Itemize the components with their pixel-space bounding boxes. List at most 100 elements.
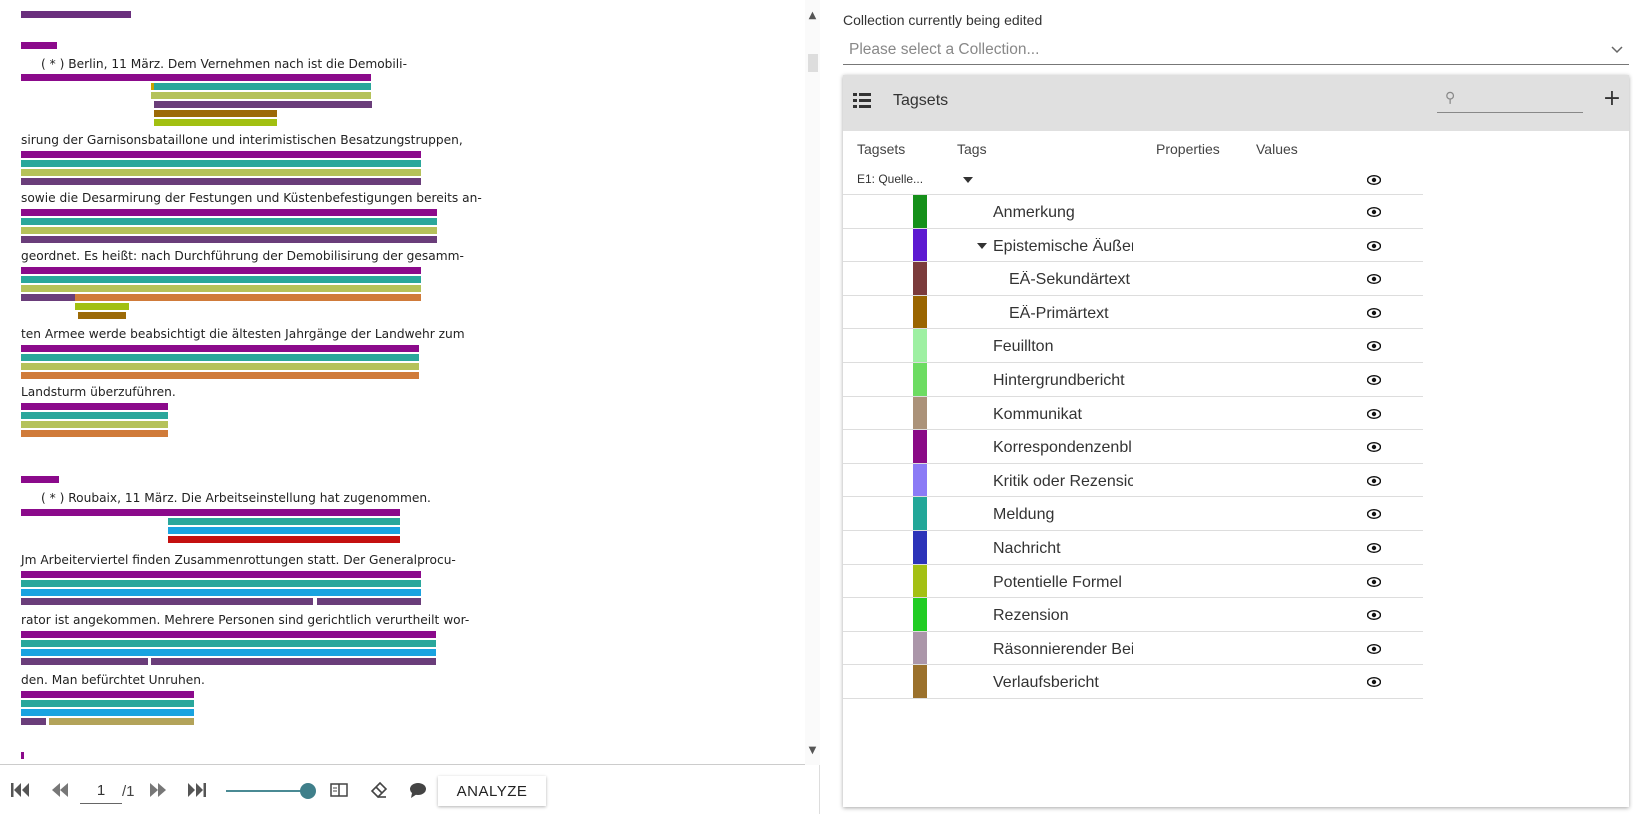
analyze-button[interactable]: ANALYZE	[438, 776, 546, 806]
annotation-bar[interactable]	[317, 598, 421, 605]
tag-color-swatch[interactable]	[913, 295, 927, 329]
annotation-bar[interactable]	[168, 518, 400, 525]
annotation-bar[interactable]	[21, 700, 194, 707]
annotation-bar[interactable]	[21, 718, 46, 725]
annotation-bar[interactable]	[154, 119, 277, 126]
annotation-bar[interactable]	[21, 709, 194, 716]
tag-color-swatch[interactable]	[913, 430, 927, 463]
annotation-bar[interactable]	[154, 101, 372, 108]
annotation-bar[interactable]	[78, 312, 126, 319]
tag-row[interactable]: Hintergrundbericht	[843, 363, 1423, 397]
eye-icon[interactable]	[1367, 643, 1381, 654]
document-text-line[interactable]: rator ist angekommen. Mehrere Personen s…	[21, 613, 470, 627]
annotation-bar[interactable]	[151, 83, 371, 90]
tag-row[interactable]: EÄ-Primärtext	[843, 295, 1423, 330]
annotation-bar[interactable]	[21, 42, 57, 49]
document-text-line[interactable]: den. Man befürchtet Unruhen.	[21, 673, 205, 687]
first-page-icon[interactable]	[10, 782, 30, 798]
add-tagset-button[interactable]: +	[1602, 86, 1622, 111]
annotation-bar[interactable]	[21, 151, 421, 158]
tag-color-swatch[interactable]	[913, 463, 927, 497]
tag-row[interactable]: Anmerkung	[843, 195, 1423, 229]
column-header-tagsets[interactable]: Tagsets	[857, 141, 906, 157]
annotation-bar[interactable]	[21, 631, 436, 638]
document-text-line[interactable]: ( * ) Berlin, 11 März. Dem Vernehmen nac…	[41, 57, 407, 71]
document-text-line[interactable]: ten Armee werde beabsichtigt die älteste…	[21, 327, 465, 341]
document-text-line[interactable]: sirung der Garnisonsbataillone und inter…	[21, 133, 463, 147]
comment-icon[interactable]	[409, 781, 427, 799]
eye-icon[interactable]	[1367, 543, 1381, 553]
tag-row[interactable]: Rezension	[843, 598, 1423, 632]
collection-select[interactable]: Please select a Collection...	[843, 38, 1629, 65]
tag-row[interactable]: Kommunikat	[843, 396, 1423, 431]
document-text-line[interactable]: ( * ) Roubaix, 11 März. Die Arbeitseinst…	[41, 491, 431, 505]
document-text-line[interactable]: sowie die Desarmirung der Festungen und …	[21, 191, 482, 205]
chevron-down-icon[interactable]	[1611, 46, 1623, 54]
annotation-bar[interactable]	[75, 294, 421, 301]
annotation-bar[interactable]	[21, 589, 421, 596]
tag-color-swatch[interactable]	[913, 195, 927, 228]
annotation-bar[interactable]	[21, 412, 168, 419]
tag-color-swatch[interactable]	[913, 363, 927, 396]
tag-row[interactable]: Verlaufsbericht	[843, 665, 1423, 699]
scroll-down-icon[interactable]: ▼	[808, 745, 817, 756]
eye-icon[interactable]	[1367, 408, 1381, 419]
tag-row[interactable]: Nachricht	[843, 531, 1423, 565]
eye-icon[interactable]	[1367, 610, 1381, 621]
tagset-row[interactable]: E1: Quelle...	[843, 163, 1423, 195]
next-page-icon[interactable]	[148, 782, 168, 798]
tag-row[interactable]: Feuillton	[843, 329, 1423, 363]
column-header-tags[interactable]: Tags	[957, 141, 987, 157]
tag-color-swatch[interactable]	[913, 262, 927, 295]
page-number-input[interactable]	[80, 778, 122, 804]
tag-color-swatch[interactable]	[913, 564, 927, 598]
tag-color-swatch[interactable]	[913, 228, 927, 262]
annotation-bar[interactable]	[21, 509, 400, 516]
annotation-bar[interactable]	[21, 11, 131, 18]
zoom-slider-thumb[interactable]	[300, 783, 316, 799]
annotation-bar[interactable]	[168, 536, 400, 543]
annotation-bar[interactable]	[21, 345, 419, 352]
eye-icon[interactable]	[1367, 207, 1381, 217]
tag-row[interactable]: EÄ-Sekundärtext	[843, 262, 1423, 296]
eye-icon[interactable]	[1367, 240, 1381, 251]
caret-down-icon[interactable]	[977, 242, 987, 249]
annotation-bar[interactable]	[75, 303, 129, 310]
annotated-document[interactable]: ( * ) Berlin, 11 März. Dem Vernehmen nac…	[0, 0, 805, 765]
document-text-line[interactable]: geordnet. Es heißt: nach Durchführung de…	[21, 249, 464, 263]
annotation-bar[interactable]	[21, 430, 168, 437]
eye-icon[interactable]	[1367, 509, 1381, 520]
annotation-bar[interactable]	[151, 83, 154, 90]
eye-icon[interactable]	[1367, 274, 1381, 285]
tag-color-swatch[interactable]	[913, 329, 927, 362]
column-header-values[interactable]: Values	[1256, 141, 1298, 157]
annotation-bar[interactable]	[49, 718, 194, 725]
eye-icon[interactable]	[1367, 175, 1381, 185]
tag-color-swatch[interactable]	[913, 531, 927, 564]
eye-icon[interactable]	[1367, 677, 1381, 688]
tag-color-swatch[interactable]	[913, 396, 927, 430]
tag-color-swatch[interactable]	[913, 665, 927, 698]
annotation-bar[interactable]	[151, 658, 436, 665]
tagset-search-input[interactable]	[1437, 87, 1583, 113]
previous-page-icon[interactable]	[50, 782, 70, 798]
book-view-icon[interactable]	[330, 783, 348, 797]
tag-row[interactable]: Räsonnierender Bei	[843, 631, 1423, 666]
annotation-bar[interactable]	[21, 160, 421, 167]
eye-icon[interactable]	[1367, 375, 1381, 385]
zoom-slider-track[interactable]	[226, 790, 308, 792]
eye-icon[interactable]	[1367, 576, 1381, 587]
document-text-line[interactable]: Jm Arbeiterviertel finden Zusammenrottun…	[21, 553, 456, 567]
tag-row[interactable]: Kritik oder Rezensic	[843, 463, 1423, 498]
annotation-bar[interactable]	[21, 218, 437, 225]
document-text-line[interactable]: Landsturm überzuführen.	[21, 385, 176, 399]
tag-row[interactable]: Korrespondenzenbl	[843, 430, 1423, 464]
eye-icon[interactable]	[1367, 307, 1381, 318]
annotation-bar[interactable]	[21, 363, 419, 370]
annotation-bar[interactable]	[21, 236, 437, 243]
annotation-bar[interactable]	[21, 354, 419, 361]
column-header-properties[interactable]: Properties	[1156, 141, 1220, 157]
eye-icon[interactable]	[1367, 442, 1381, 453]
annotation-bar[interactable]	[21, 691, 194, 698]
annotation-bar[interactable]	[21, 752, 24, 759]
